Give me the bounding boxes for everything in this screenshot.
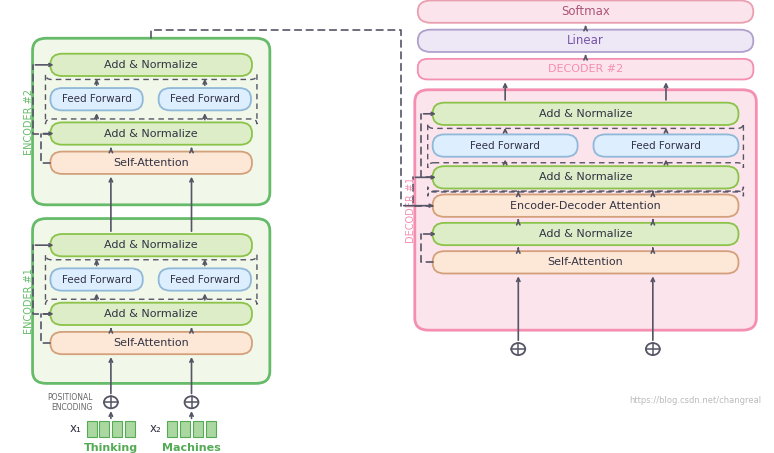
Text: https://blog.csdn.net/changreal: https://blog.csdn.net/changreal [629, 396, 762, 405]
FancyBboxPatch shape [33, 218, 270, 383]
Text: Feed Forward: Feed Forward [170, 94, 240, 104]
Text: Softmax: Softmax [561, 5, 610, 18]
Text: Add & Normalize: Add & Normalize [104, 129, 198, 139]
FancyBboxPatch shape [100, 421, 109, 437]
FancyBboxPatch shape [50, 88, 142, 111]
FancyBboxPatch shape [418, 29, 753, 52]
FancyBboxPatch shape [50, 332, 252, 354]
FancyBboxPatch shape [594, 135, 738, 157]
FancyBboxPatch shape [418, 59, 753, 79]
Text: POSITIONAL
ENCODING: POSITIONAL ENCODING [47, 393, 93, 412]
FancyBboxPatch shape [193, 421, 203, 437]
FancyBboxPatch shape [433, 251, 738, 274]
Text: Self-Attention: Self-Attention [113, 338, 189, 348]
Text: Feed Forward: Feed Forward [170, 275, 240, 284]
FancyBboxPatch shape [50, 54, 252, 76]
Text: Machines: Machines [162, 443, 221, 453]
FancyBboxPatch shape [50, 234, 252, 256]
Text: Add & Normalize: Add & Normalize [539, 109, 632, 119]
Text: Add & Normalize: Add & Normalize [104, 240, 198, 250]
FancyBboxPatch shape [433, 166, 738, 188]
FancyBboxPatch shape [415, 90, 756, 330]
Text: Add & Normalize: Add & Normalize [104, 60, 198, 70]
Text: ENCODER #1: ENCODER #1 [23, 268, 33, 334]
Text: DECODER #2: DECODER #2 [548, 64, 623, 74]
Text: Feed Forward: Feed Forward [631, 140, 701, 150]
Text: Thinking: Thinking [84, 443, 138, 453]
FancyBboxPatch shape [50, 152, 252, 174]
FancyBboxPatch shape [433, 194, 738, 217]
FancyBboxPatch shape [159, 268, 251, 291]
FancyBboxPatch shape [112, 421, 122, 437]
FancyBboxPatch shape [167, 421, 177, 437]
FancyBboxPatch shape [206, 421, 216, 437]
Text: Feed Forward: Feed Forward [471, 140, 540, 150]
Text: Self-Attention: Self-Attention [548, 257, 623, 267]
Text: x₁: x₁ [69, 422, 81, 435]
Text: Self-Attention: Self-Attention [113, 158, 189, 168]
FancyBboxPatch shape [87, 421, 97, 437]
FancyBboxPatch shape [180, 421, 190, 437]
Text: Feed Forward: Feed Forward [62, 94, 132, 104]
Text: DECODER #1: DECODER #1 [406, 177, 416, 243]
FancyBboxPatch shape [433, 223, 738, 245]
FancyBboxPatch shape [50, 303, 252, 325]
FancyBboxPatch shape [159, 88, 251, 111]
Text: Add & Normalize: Add & Normalize [539, 172, 632, 183]
FancyBboxPatch shape [50, 122, 252, 145]
Text: Feed Forward: Feed Forward [62, 275, 132, 284]
Text: Add & Normalize: Add & Normalize [104, 309, 198, 319]
FancyBboxPatch shape [33, 38, 270, 205]
FancyBboxPatch shape [50, 268, 142, 291]
FancyBboxPatch shape [433, 103, 738, 125]
FancyBboxPatch shape [433, 135, 577, 157]
FancyBboxPatch shape [125, 421, 135, 437]
Text: Linear: Linear [567, 34, 604, 47]
Text: Encoder-Decoder Attention: Encoder-Decoder Attention [510, 201, 661, 211]
FancyBboxPatch shape [418, 0, 753, 23]
Text: Add & Normalize: Add & Normalize [539, 229, 632, 239]
Text: x₂: x₂ [150, 422, 162, 435]
Text: ENCODER #2: ENCODER #2 [23, 88, 33, 154]
